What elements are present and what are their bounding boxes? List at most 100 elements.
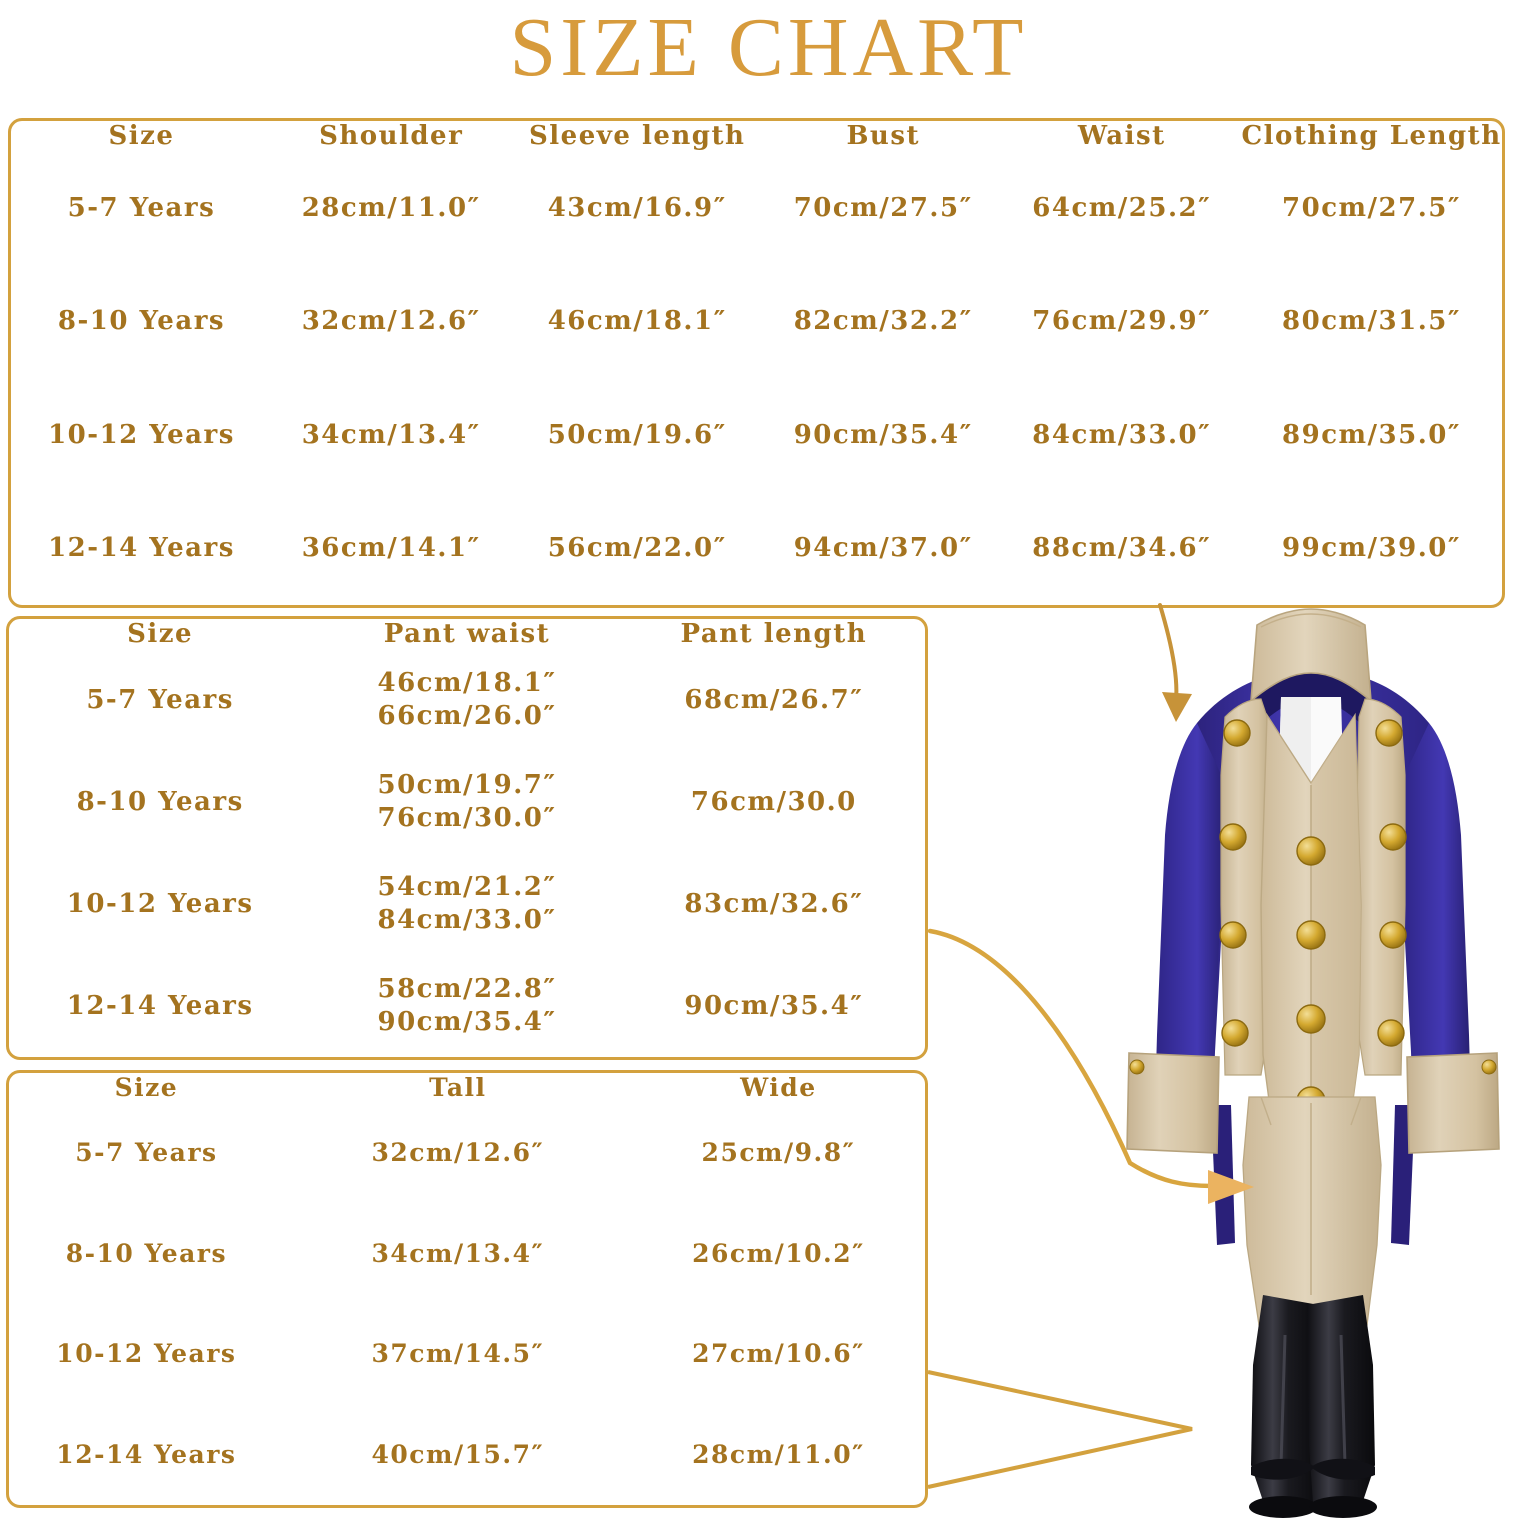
- pant-waist-line-1: 58cm/22.8″: [377, 973, 557, 1004]
- gold-button-icon: [1221, 1019, 1249, 1047]
- col-header-size: Size: [127, 619, 194, 649]
- col-header-clothing-length: Clothing Length: [1241, 121, 1502, 151]
- cell-tall: 32cm/12.6″: [371, 1137, 545, 1167]
- col-header-pant-length: Pant length: [680, 619, 868, 649]
- pant-waist-line-1: 46cm/18.1″: [377, 667, 557, 698]
- gold-button-icon: [1129, 1059, 1145, 1075]
- cell-waist: 64cm/25.2″: [1032, 192, 1212, 223]
- gold-button-icon: [1219, 823, 1247, 851]
- cell-sleeve-length: 46cm/18.1″: [547, 306, 727, 337]
- cell-pant-waist: 58cm/22.8″ 90cm/35.4″: [311, 955, 622, 1057]
- gold-button-icon: [1375, 719, 1403, 747]
- gold-button-icon: [1379, 823, 1407, 851]
- cell-size: 5-7 Years: [67, 192, 216, 223]
- cell-pant-waist: 46cm/18.1″ 66cm/26.0″: [311, 649, 622, 751]
- table-row: 5-7 Years 32cm/12.6″ 25cm/9.8″: [9, 1102, 925, 1203]
- cell-shoulder: 34cm/13.4″: [301, 419, 481, 450]
- cell-pant-length: 76cm/30.0: [690, 787, 857, 817]
- col-header-bust: Bust: [846, 121, 920, 151]
- cell-sleeve-length: 50cm/19.6″: [547, 419, 727, 450]
- table-row: 8-10 Years 34cm/13.4″ 26cm/10.2″: [9, 1203, 925, 1304]
- cell-pant-length: 68cm/26.7″: [684, 685, 864, 715]
- cell-clothing-length: 99cm/39.0″: [1282, 533, 1461, 564]
- table-header-row: Size Shoulder Sleeve length Bust Waist C…: [11, 121, 1502, 151]
- pant-measurements-table: Size Pant waist Pant length 5-7 Years 46…: [6, 616, 928, 1060]
- table-row: 12-14 Years 58cm/22.8″ 90cm/35.4″ 90cm/3…: [9, 955, 925, 1057]
- table-row: 8-10 Years 32cm/12.6″ 46cm/18.1″ 82cm/32…: [11, 265, 1502, 379]
- gold-button-icon: [1379, 921, 1407, 949]
- cell-bust: 82cm/32.2″: [793, 306, 973, 337]
- table-row: 8-10 Years 50cm/19.7″ 76cm/30.0″ 76cm/30…: [9, 751, 925, 853]
- costume-illustration: [1126, 608, 1500, 1518]
- cell-wide: 25cm/9.8″: [701, 1137, 856, 1167]
- cell-size: 10-12 Years: [56, 1339, 237, 1369]
- col-header-sleeve-length: Sleeve length: [529, 121, 746, 151]
- pant-waist-line-1: 54cm/21.2″: [377, 871, 557, 902]
- col-header-waist: Waist: [1077, 121, 1166, 151]
- pant-waist-line-2: 90cm/35.4″: [377, 1007, 557, 1037]
- cell-tall: 40cm/15.7″: [371, 1440, 545, 1470]
- cell-size: 8-10 Years: [65, 1238, 228, 1268]
- cell-shoulder: 28cm/11.0″: [301, 192, 481, 223]
- riding-boots: [1249, 1295, 1377, 1518]
- cell-clothing-length: 70cm/27.5″: [1282, 192, 1461, 223]
- cell-size: 8-10 Years: [76, 787, 244, 817]
- col-header-size: Size: [114, 1073, 179, 1102]
- cell-bust: 94cm/37.0″: [793, 533, 973, 564]
- pant-waist-line-2: 66cm/26.0″: [377, 701, 557, 731]
- table-header-row: Size Pant waist Pant length: [9, 619, 925, 649]
- boot-measurements-table: Size Tall Wide 5-7 Years 32cm/12.6″ 25cm…: [6, 1070, 928, 1508]
- col-header-size: Size: [108, 121, 175, 151]
- gold-button-icon: [1296, 1004, 1326, 1034]
- pant-waist-line-1: 50cm/19.7″: [377, 769, 557, 800]
- cell-pant-length: 83cm/32.6″: [684, 889, 864, 919]
- pant-waist-line-2: 76cm/30.0″: [377, 803, 557, 833]
- col-header-shoulder: Shoulder: [319, 121, 464, 151]
- cell-tall: 37cm/14.5″: [371, 1339, 545, 1369]
- table-row: 12-14 Years 36cm/14.1″ 56cm/22.0″ 94cm/3…: [11, 492, 1502, 606]
- pant-waist-line-2: 84cm/33.0″: [377, 905, 557, 935]
- cell-size: 12-14 Years: [66, 991, 254, 1021]
- col-header-pant-waist: Pant waist: [383, 619, 551, 649]
- page-title: SIZE CHART: [509, 1, 1028, 94]
- gold-button-icon: [1296, 920, 1326, 950]
- cell-wide: 26cm/10.2″: [692, 1238, 865, 1268]
- cell-shoulder: 32cm/12.6″: [301, 306, 481, 337]
- gold-button-icon: [1219, 921, 1247, 949]
- cell-tall: 34cm/13.4″: [371, 1238, 545, 1268]
- cell-size: 12-14 Years: [48, 533, 235, 564]
- coat-buttons-right: [1375, 719, 1407, 1047]
- gold-button-icon: [1223, 719, 1251, 747]
- cell-clothing-length: 89cm/35.0″: [1282, 419, 1461, 450]
- cell-pant-waist: 50cm/19.7″ 76cm/30.0″: [311, 751, 622, 853]
- cell-waist: 76cm/29.9″: [1032, 306, 1212, 337]
- coat-buttons-left: [1219, 719, 1251, 1047]
- gold-button-icon: [1377, 1019, 1405, 1047]
- cell-sleeve-length: 43cm/16.9″: [547, 192, 727, 223]
- cell-bust: 90cm/35.4″: [793, 419, 973, 450]
- table-row: 10-12 Years 54cm/21.2″ 84cm/33.0″ 83cm/3…: [9, 853, 925, 955]
- cell-bust: 70cm/27.5″: [793, 192, 973, 223]
- cell-size: 10-12 Years: [66, 889, 254, 919]
- table-header-row: Size Tall Wide: [9, 1073, 925, 1102]
- cell-waist: 84cm/33.0″: [1032, 419, 1212, 450]
- cell-size: 12-14 Years: [56, 1440, 237, 1470]
- cell-waist: 88cm/34.6″: [1032, 533, 1212, 564]
- cell-pant-waist: 54cm/21.2″ 84cm/33.0″: [311, 853, 622, 955]
- cell-size: 8-10 Years: [57, 306, 226, 337]
- table-row: 5-7 Years 46cm/18.1″ 66cm/26.0″ 68cm/26.…: [9, 649, 925, 751]
- cell-shoulder: 36cm/14.1″: [301, 533, 481, 564]
- col-header-tall: Tall: [429, 1073, 487, 1102]
- gold-button-icon: [1296, 836, 1326, 866]
- table-row: 10-12 Years 34cm/13.4″ 50cm/19.6″ 90cm/3…: [11, 378, 1502, 492]
- garment-measurements-table: Size Shoulder Sleeve length Bust Waist C…: [8, 118, 1505, 608]
- table-row: 12-14 Years 40cm/15.7″ 28cm/11.0″: [9, 1404, 925, 1505]
- cell-sleeve-length: 56cm/22.0″: [547, 533, 727, 564]
- cell-size: 5-7 Years: [75, 1137, 218, 1167]
- cell-wide: 28cm/11.0″: [692, 1440, 865, 1470]
- cell-size: 5-7 Years: [86, 685, 234, 715]
- coat-lapel-facings: [1220, 698, 1406, 1076]
- cell-clothing-length: 80cm/31.5″: [1282, 306, 1461, 337]
- table-row: 10-12 Years 37cm/14.5″ 27cm/10.6″: [9, 1304, 925, 1405]
- cell-pant-length: 90cm/35.4″: [684, 991, 864, 1021]
